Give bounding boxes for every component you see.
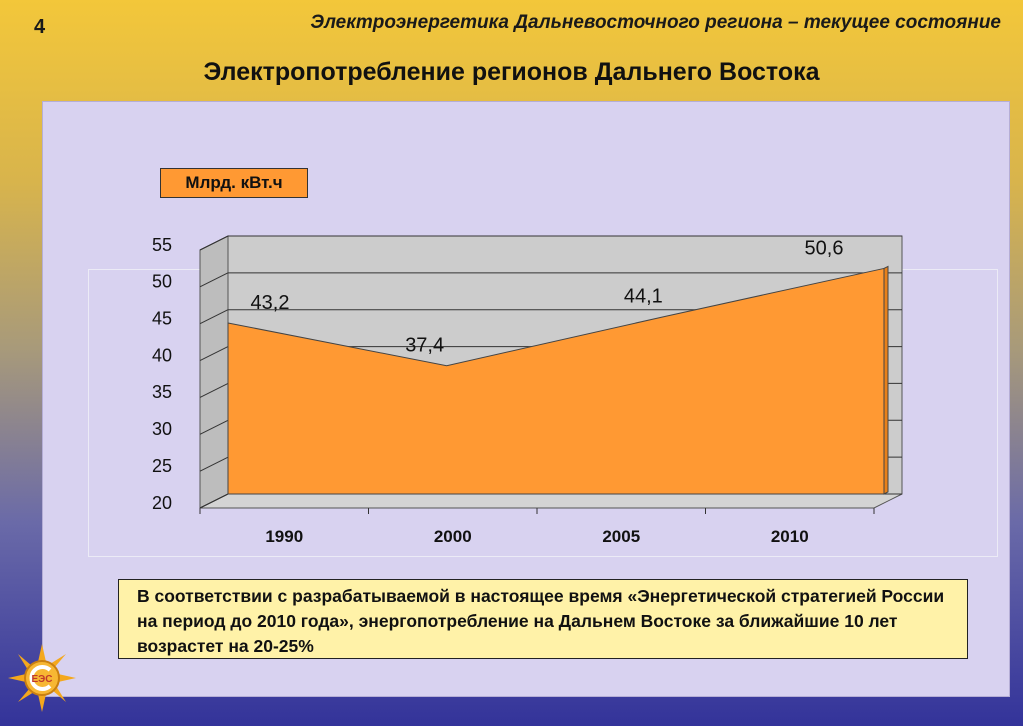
y-tick-label: 55 [152,235,172,255]
note-text: В соответствии с разрабатываемой в насто… [118,579,968,659]
area-series [227,265,889,495]
data-label: 43,2 [251,292,290,314]
area-side [883,265,889,495]
y-tick-label: 50 [152,272,172,292]
y-tick-label: 20 [152,493,172,513]
y-axis-unit-label: Млрд. кВт.ч [160,168,308,198]
data-label: 50,6 [805,237,844,259]
grid-line [199,419,229,435]
x-axis-ticks: 1990 2000 2005 2010 [199,508,875,546]
data-label: 37,4 [405,335,444,357]
y-tick-label: 40 [152,345,172,365]
data-labels: 43,2 37,4 44,1 50,6 [251,237,844,356]
x-tick-label: 2000 [434,527,472,546]
grid-line [199,456,229,472]
grid-line [199,493,229,509]
header-title: Электроэнергетика Дальневосточного регио… [310,12,1001,33]
y-tick-label: 25 [152,456,172,476]
floor [199,493,903,509]
y-tick-label: 35 [152,382,172,402]
y-axis-ticks: 20 25 30 35 40 45 50 55 [152,235,172,513]
data-label: 44,1 [624,285,663,307]
grid-line [199,382,229,398]
side-wall [199,235,229,509]
slide-number: 4 [34,16,46,38]
x-tick-label: 2005 [602,527,640,546]
y-tick-label: 45 [152,308,172,328]
logo-text: ЕЭС [31,674,52,685]
company-logo-icon: ЕЭС [8,644,76,712]
x-tick-label: 1990 [265,527,303,546]
chart-title: Электропотребление регионов Дальнего Вос… [203,58,820,86]
grid-line [199,235,229,251]
x-tick-label: 2010 [771,527,809,546]
grid-line [199,272,229,288]
grid-line [199,309,229,325]
y-tick-label: 30 [152,419,172,439]
grid-line [199,346,229,362]
